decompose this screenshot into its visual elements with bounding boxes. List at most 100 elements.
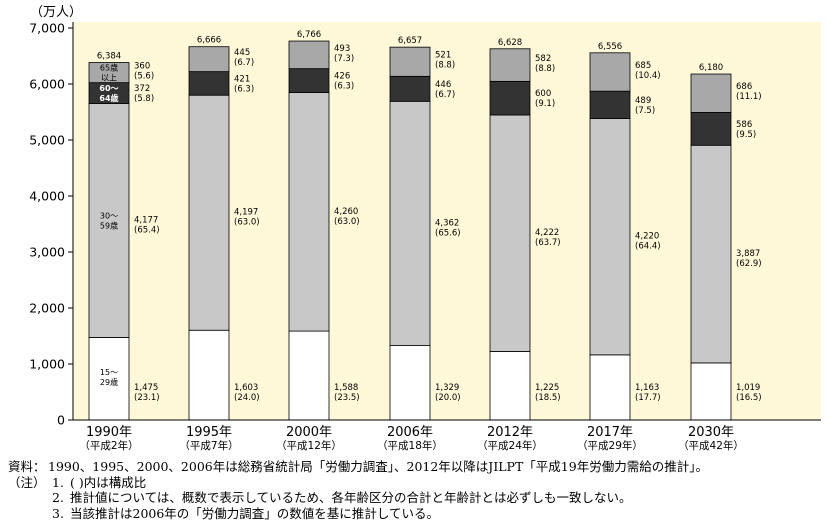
bar-segment [288,330,330,421]
x-tick-sublabel: （平成12年） [276,439,342,452]
bar-segment [288,40,330,70]
pct-label: (63.0) [334,217,360,227]
x-tick-label: 1990年 [86,425,132,440]
y-tick-label: 1,000 [29,357,65,372]
pct-label: (5.8) [134,94,154,104]
x-tick-label: 2006年 [387,425,433,440]
series-name-label: 64歳 [99,93,118,103]
x-axis: 1990年（平成2年）1995年（平成7年）2000年（平成12年）2006年（… [73,419,821,452]
pct-label: (8.8) [535,64,555,74]
value-label: 421 [234,74,250,84]
bar-segment [88,62,130,84]
bar-segment [690,362,732,421]
pct-label: (17.7) [635,393,661,403]
value-label: 1,225 [535,383,559,393]
bar-segment [389,345,431,421]
series-name-label: 15～ [100,368,118,377]
x-tick-sublabel: （平成2年） [79,439,138,452]
bar-segment [188,71,230,96]
series-name-label: 29歳 [100,377,118,387]
x-tick-label: 2012年 [487,425,533,440]
bar-segment [389,75,431,102]
x-tick-sublabel: （平成24年） [477,439,543,452]
bar-segment [389,46,431,77]
value-label: 4,260 [334,207,358,217]
value-label: 1,163 [635,383,659,393]
pct-label: (6.7) [234,58,254,68]
y-tick-label: 6,000 [29,77,65,92]
total-label: 6,666 [197,36,221,46]
bar-segment [489,80,531,116]
pct-label: (65.6) [435,228,461,238]
note-text: 当該推計は2006年の「労働力調査」の数値を基に推計している。 [70,505,439,521]
value-label: 4,222 [535,228,559,238]
bar-segment [690,112,732,146]
y-tick-label: 5,000 [29,133,65,148]
x-tick-label: 2017年 [587,425,633,440]
series-name-label: 59歳 [100,220,118,230]
source-line: 資料： 1990、1995、2000、2006年は総務省統計局「労働力調査」、2… [8,459,823,475]
value-label: 1,329 [435,383,459,393]
value-label: 4,177 [134,215,158,225]
pct-label: (9.1) [535,99,555,109]
bar-segment [690,144,732,364]
pct-label: (16.5) [736,393,762,403]
value-label: 3,887 [736,249,760,259]
bars-layer [88,40,732,421]
value-label: 4,197 [234,208,258,218]
value-label: 685 [635,61,651,71]
source-text: 1990、1995、2000、2006年は総務省統計局「労働力調査」、2012年… [48,459,708,474]
total-label: 6,766 [297,30,321,40]
pct-label: (24.0) [234,393,260,403]
bar-segment [288,68,330,93]
bar-segment [288,92,330,332]
series-name-label: 30～ [100,211,118,220]
bar-segment [389,100,431,346]
y-tick-label: 0 [57,413,65,428]
value-label: 582 [535,54,551,64]
source-label: 資料： [8,459,46,474]
bar-segment [188,46,230,73]
y-tick-label: 3,000 [29,245,65,260]
x-tick-label: 1995年 [186,425,232,440]
value-label: 686 [736,82,752,92]
bar-segment [188,94,230,331]
pct-label: (6.7) [435,90,455,100]
total-label: 6,180 [699,63,723,73]
pct-label: (62.9) [736,259,762,269]
bar-segment [589,118,631,356]
pct-label: (7.5) [635,106,655,116]
pct-label: (11.1) [736,92,762,102]
value-label: 426 [334,72,350,82]
series-name-label: 60～ [99,84,118,93]
y-tick-label: 4,000 [29,189,65,204]
note-number: 1. [52,474,64,490]
y-axis: 0 1,000 2,000 3,000 4,000 5,000 6,000 7,000 [29,21,74,428]
total-label: 6,628 [498,38,522,48]
value-label: 521 [435,51,451,61]
pct-label: (65.4) [134,225,160,235]
value-label: 4,362 [435,218,459,228]
notes-label: （注） [8,474,46,490]
bar-segment [589,90,631,119]
x-tick-sublabel: （平成18年） [377,439,443,452]
pct-label: (23.1) [134,393,160,403]
note-text: 推計値については、概数で表示しているため、各年齢区分の合計と年齢計とは必ずしも一… [70,490,632,505]
series-name-label: 65歳 [100,63,118,73]
series-name-label: 以上 [101,74,117,83]
bar-segment [188,329,230,421]
pct-label: (5.6) [134,72,154,82]
notes-block: 資料： 1990、1995、2000、2006年は総務省統計局「労働力調査」、2… [8,459,823,521]
pct-label: (10.4) [635,71,661,81]
value-label: 493 [334,44,350,54]
pct-label: (7.3) [334,54,354,64]
note-item-1: （注） 1. ( )内は構成比 [8,475,823,491]
y-axis-unit-label: （万人） [30,5,82,20]
total-label: 6,657 [398,36,422,46]
value-label: 1,475 [134,383,158,393]
value-label: 1,019 [736,383,760,393]
value-label: 1,603 [234,383,258,393]
labels-layer: 6,384 1,475(23.1) 4,177(65.4) 372(5.8) 360(5… [97,30,762,403]
value-label: 372 [134,84,150,94]
y-tick-label: 7,000 [29,21,65,36]
